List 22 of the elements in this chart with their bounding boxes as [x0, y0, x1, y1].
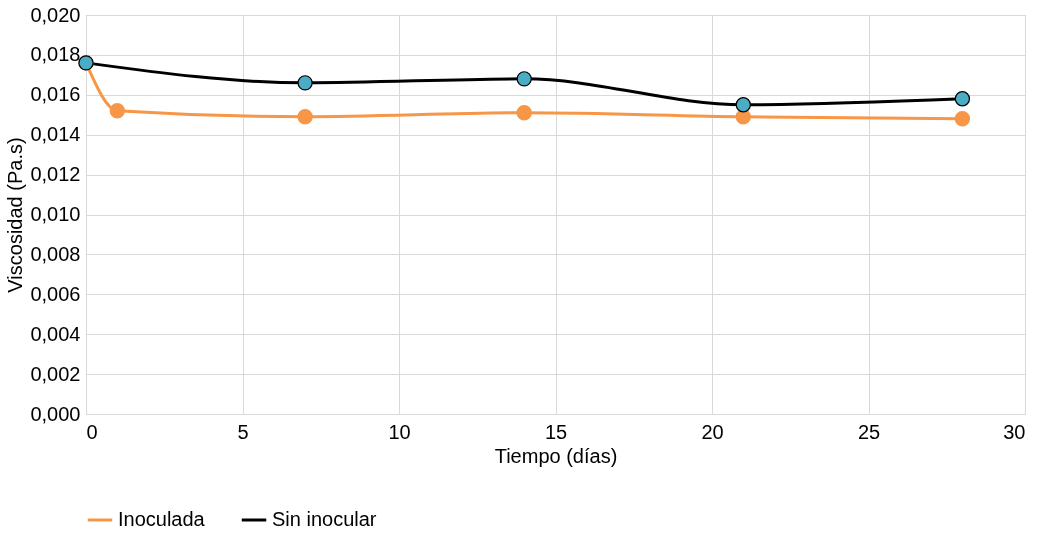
y-tick-label: 0,006	[30, 282, 81, 305]
x-tick-label: 10	[388, 420, 411, 443]
y-tick-label: 0,014	[30, 123, 81, 146]
y-axis-title: Viscosidad (Pa.s)	[4, 137, 27, 293]
x-tick-label: 5	[237, 420, 249, 443]
y-tick-label: 0,012	[30, 163, 81, 186]
legend-label: Sin inocular	[272, 508, 377, 530]
y-tick-label: 0,016	[30, 83, 81, 106]
x-tick-label: 20	[701, 420, 724, 443]
y-tick-label: 0,000	[30, 402, 81, 425]
x-axis-title: Tiempo (días)	[494, 444, 618, 467]
x-tick-label: 30	[1003, 420, 1026, 443]
x-tick-label: 15	[544, 420, 568, 443]
y-tick-label: 0,020	[30, 3, 81, 26]
y-tick-label: 0,008	[30, 242, 81, 265]
y-tick-label: 0,018	[30, 43, 81, 66]
x-tick-label: 25	[857, 420, 881, 443]
y-tick-label: 0,002	[30, 362, 81, 385]
y-tick-label: 0,004	[30, 322, 81, 345]
y-tick-label: 0,010	[30, 203, 81, 225]
legend-label: Inoculada	[118, 508, 206, 530]
x-tick-label: 0	[86, 420, 98, 443]
